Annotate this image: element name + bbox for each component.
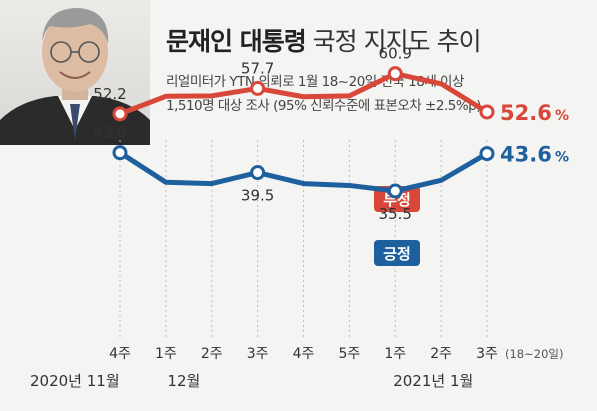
x-tick-label-5: 5주 [338,346,360,362]
legend-badge-0 [374,186,420,212]
series-1-data-label-0: 43.8 [93,124,126,142]
x-tick-label-4: 4주 [293,346,315,362]
series-0-point-0 [112,106,128,122]
series-1-point-0 [112,145,128,161]
subtitle-line-2: 1,510명 대상 조사 (95% 신뢰수준에 표본오차 ±2.5%p) [166,98,482,114]
series-0-data-label-6: 60.9 [379,45,412,63]
month-label-2: 2021년 1월 [393,372,473,390]
series-1-point-6 [387,183,403,199]
chart-title: 문재인 대통령 국정 지지도 추이 [166,22,482,58]
series-0-point-6 [387,66,403,82]
title-bold: 문재인 대통령 [166,27,307,56]
series-0-point-8 [479,104,495,120]
series-1-point-8 [479,146,495,162]
final-unit-0: % [555,108,569,124]
series-0-data-label-0: 52.2 [93,85,126,103]
x-tick-label-2: 2주 [201,346,223,362]
final-unit-1: % [555,150,569,166]
x-tick-label-0: 4주 [109,346,131,362]
series-0-data-label-3: 57.7 [241,59,274,77]
legend-label-1: 긍정 [383,245,411,263]
final-value-0: 52.6 [500,101,552,125]
series-0-point-3 [250,80,266,96]
x-tick-label-8: 3주 [476,346,498,362]
series-line-1 [118,150,489,194]
x-tick-label-1: 1주 [155,346,177,362]
x-tick-label-6: 1주 [384,346,406,362]
x-tick-label-3: 3주 [247,346,269,362]
legend-badge-1 [374,240,420,266]
x-tick-label-7: 2주 [430,346,452,362]
title-rest: 국정 지지도 추이 [312,27,482,56]
month-label-0: 2020년 11월 [30,372,120,390]
series-1-data-label-6: 35.5 [379,205,412,223]
x-tick-note: (18~20일) [505,347,563,361]
president-portrait [0,0,150,145]
month-label-1: 12월 [167,372,200,390]
series-1-data-label-3: 39.5 [241,187,274,205]
series-1-point-3 [250,165,266,181]
final-value-1: 43.6 [500,143,552,167]
series-line-0 [119,71,489,117]
